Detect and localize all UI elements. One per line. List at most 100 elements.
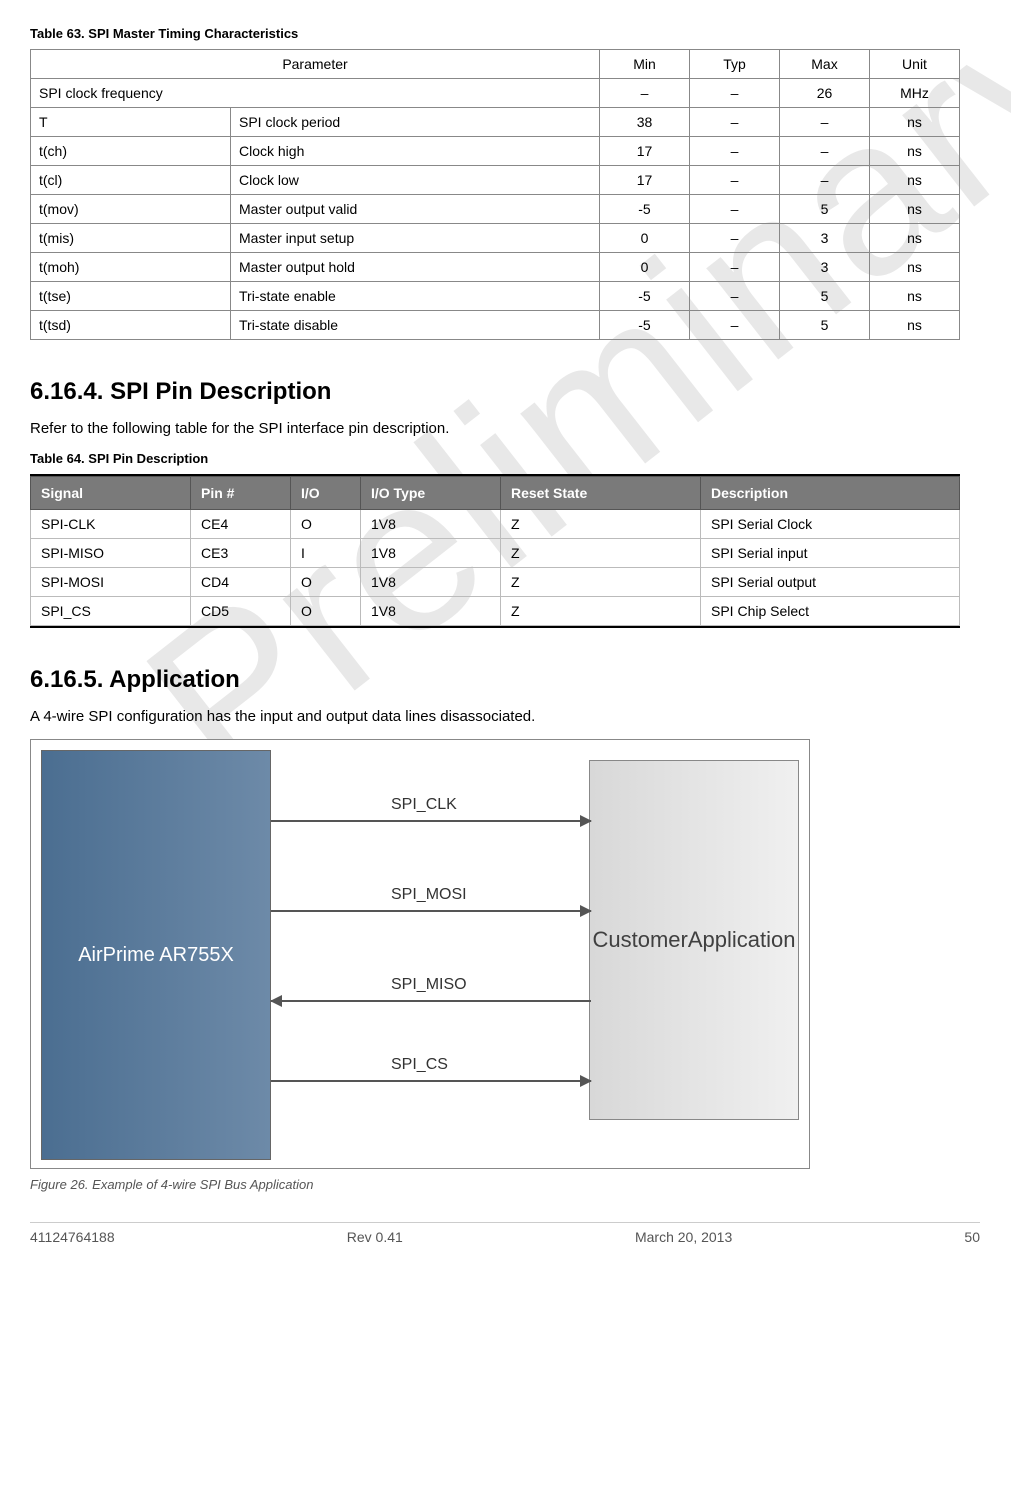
t63-min: 17 (600, 166, 690, 195)
t63-max: – (780, 108, 870, 137)
t64-h-desc: Description (701, 477, 960, 510)
t63-unit: ns (870, 137, 960, 166)
t63-min: – (600, 79, 690, 108)
t63-max: – (780, 166, 870, 195)
t64-reset: Z (501, 597, 701, 626)
t64-signal: SPI-MOSI (31, 568, 191, 597)
t63-max: 3 (780, 253, 870, 282)
t63-param-desc: Clock low (231, 166, 600, 195)
t63-min: 0 (600, 253, 690, 282)
t63-unit: ns (870, 253, 960, 282)
t64-h-io: I/O (291, 477, 361, 510)
wire-label: SPI_MISO (391, 976, 467, 994)
t64-reset: Z (501, 510, 701, 539)
t64-h-pin: Pin # (191, 477, 291, 510)
t64-h-reset: Reset State (501, 477, 701, 510)
t63-max: 3 (780, 224, 870, 253)
body-6-16-4: Refer to the following table for the SPI… (30, 420, 981, 437)
t64-reset: Z (501, 568, 701, 597)
t63-param: t(mov) (31, 195, 231, 224)
t63-max: – (780, 137, 870, 166)
wire-spi_clk (271, 820, 591, 822)
t63-unit: ns (870, 282, 960, 311)
t63-param-desc: Tri-state enable (231, 282, 600, 311)
t63-unit: ns (870, 195, 960, 224)
wire-spi_miso (271, 1000, 591, 1002)
t63-param-desc: SPI clock period (231, 108, 600, 137)
diagram-right-box: CustomerApplication (589, 760, 799, 1120)
t63-param: T (31, 108, 231, 137)
diagram-left-box: AirPrime AR755X (41, 750, 271, 1160)
t63-param-desc: Tri-state disable (231, 311, 600, 340)
t64-iotype: 1V8 (361, 597, 501, 626)
t63-typ: – (690, 108, 780, 137)
t63-typ: – (690, 282, 780, 311)
table64: Signal Pin # I/O I/O Type Reset State De… (30, 476, 960, 626)
table63: Parameter Min Typ Max Unit SPI clock fre… (30, 49, 960, 340)
t63-param: t(tse) (31, 282, 231, 311)
t63-max: 5 (780, 311, 870, 340)
body-6-16-5: A 4-wire SPI configuration has the input… (30, 708, 981, 725)
t64-pin: CE3 (191, 539, 291, 568)
t63-max: 26 (780, 79, 870, 108)
t63-h-typ: Typ (690, 50, 780, 79)
footer-rev: Rev 0.41 (347, 1229, 403, 1245)
t63-h-parameter: Parameter (31, 50, 600, 79)
t64-signal: SPI-MISO (31, 539, 191, 568)
t63-unit: ns (870, 166, 960, 195)
t63-max: 5 (780, 282, 870, 311)
t63-unit: MHz (870, 79, 960, 108)
t64-io: O (291, 568, 361, 597)
t63-min: 38 (600, 108, 690, 137)
t63-param: t(moh) (31, 253, 231, 282)
wire-label: SPI_CLK (391, 796, 457, 814)
t63-typ: – (690, 166, 780, 195)
t64-h-signal: Signal (31, 477, 191, 510)
footer-doc: 41124764188 (30, 1229, 115, 1245)
t63-param: t(mis) (31, 224, 231, 253)
t64-h-iotype: I/O Type (361, 477, 501, 510)
t64-signal: SPI_CS (31, 597, 191, 626)
t63-unit: ns (870, 108, 960, 137)
t63-typ: – (690, 137, 780, 166)
t64-io: O (291, 597, 361, 626)
t63-param-desc: Master input setup (231, 224, 600, 253)
t63-min: -5 (600, 195, 690, 224)
t64-desc: SPI Serial output (701, 568, 960, 597)
spi-diagram: AirPrime AR755X CustomerApplication SPI_… (30, 739, 810, 1169)
t63-h-unit: Unit (870, 50, 960, 79)
t64-desc: SPI Chip Select (701, 597, 960, 626)
t63-param-desc: Master output hold (231, 253, 600, 282)
t63-unit: ns (870, 311, 960, 340)
t63-typ: – (690, 253, 780, 282)
footer-page: 50 (964, 1229, 980, 1245)
t64-reset: Z (501, 539, 701, 568)
t63-typ: – (690, 311, 780, 340)
t63-max: 5 (780, 195, 870, 224)
t63-typ: – (690, 195, 780, 224)
t63-param-desc: Clock high (231, 137, 600, 166)
t63-param: t(cl) (31, 166, 231, 195)
t64-pin: CD5 (191, 597, 291, 626)
wire-spi_cs (271, 1080, 591, 1082)
t64-pin: CD4 (191, 568, 291, 597)
t63-min: 17 (600, 137, 690, 166)
table63-caption: Table 63. SPI Master Timing Characterist… (30, 26, 981, 41)
page-footer: 41124764188 Rev 0.41 March 20, 2013 50 (30, 1222, 980, 1245)
t63-min: -5 (600, 311, 690, 340)
wire-spi_mosi (271, 910, 591, 912)
footer-date: March 20, 2013 (635, 1229, 732, 1245)
t64-iotype: 1V8 (361, 568, 501, 597)
t63-param: SPI clock frequency (31, 79, 600, 108)
heading-6-16-4: 6.16.4. SPI Pin Description (30, 378, 981, 406)
heading-6-16-5: 6.16.5. Application (30, 666, 981, 694)
wire-label: SPI_MOSI (391, 886, 467, 904)
table64-caption: Table 64. SPI Pin Description (30, 451, 981, 466)
figure26-caption: Figure 26. Example of 4-wire SPI Bus App… (30, 1177, 981, 1192)
t64-iotype: 1V8 (361, 539, 501, 568)
t64-io: I (291, 539, 361, 568)
t64-iotype: 1V8 (361, 510, 501, 539)
t63-min: 0 (600, 224, 690, 253)
t63-typ: – (690, 224, 780, 253)
t63-unit: ns (870, 224, 960, 253)
